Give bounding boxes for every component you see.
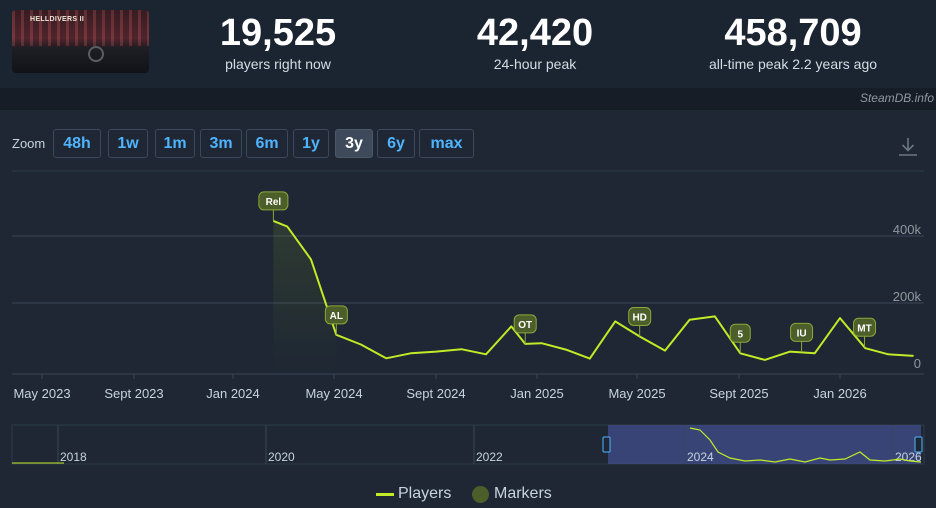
y-tick-label: 0 bbox=[914, 356, 921, 371]
navigator-window[interactable] bbox=[608, 425, 921, 464]
navigator-tick-label: 2024 bbox=[687, 450, 714, 464]
range-navigator: 2018 2020 2022 2024 2026 bbox=[11, 424, 925, 465]
peak-24h-value: 42,420 bbox=[476, 12, 594, 54]
x-tick-label: Jan 2025 bbox=[510, 386, 564, 401]
marker-label: 5 bbox=[737, 329, 743, 340]
all-time-peak-stat: 458,709 all-time peak 2.2 years ago bbox=[693, 12, 893, 72]
players-legend-swatch bbox=[376, 492, 394, 496]
game-cover-image[interactable]: HELLDIVERS II bbox=[12, 10, 149, 73]
all-time-peak-label: all-time peak 2.2 years ago bbox=[708, 56, 878, 72]
navigator-tick-label: 2018 bbox=[60, 450, 87, 464]
legend-markers[interactable]: Markers bbox=[472, 484, 552, 504]
x-tick-label: Sept 2024 bbox=[406, 386, 465, 401]
zoom-6m-button[interactable]: 6m bbox=[246, 129, 288, 158]
marker-rel[interactable]: Rel bbox=[258, 191, 289, 221]
zoom-6y-button[interactable]: 6y bbox=[377, 129, 415, 158]
players-series-line bbox=[273, 219, 914, 361]
legend-markers-label: Markers bbox=[494, 485, 552, 502]
zoom-48h-button[interactable]: 48h bbox=[53, 129, 101, 158]
cover-art bbox=[12, 10, 149, 46]
navigator-series-line bbox=[689, 427, 922, 463]
header-bar: HELLDIVERS II 19,525 players right now 4… bbox=[0, 0, 936, 88]
peak-24h-label: 24-hour peak bbox=[493, 56, 577, 72]
players-now-label: players right now bbox=[225, 56, 331, 72]
navigator-left-handle[interactable] bbox=[602, 436, 611, 453]
navigator-tick-label: 2026 bbox=[895, 450, 922, 464]
steamdb-credit[interactable]: SteamDB.info bbox=[859, 91, 934, 105]
y-axis-ticks: 0 200k 400k bbox=[893, 222, 922, 371]
event-markers: Rel AL OT HD 5 IU MT bbox=[258, 191, 877, 354]
marker-label: Rel bbox=[266, 197, 282, 208]
x-tick-label: May 2023 bbox=[13, 386, 70, 401]
x-tick-label: Jan 2024 bbox=[206, 386, 260, 401]
markers-legend-swatch bbox=[472, 485, 489, 503]
grid-lines bbox=[12, 170, 924, 379]
game-logo: HELLDIVERS II bbox=[30, 16, 85, 23]
navigator-tick-label: 2022 bbox=[476, 450, 503, 464]
players-now-stat: 19,525 players right now bbox=[208, 12, 348, 72]
zoom-3m-button[interactable]: 3m bbox=[200, 129, 242, 158]
all-time-peak-value: 458,709 bbox=[724, 12, 862, 54]
marker-label: AL bbox=[330, 311, 343, 322]
x-tick-label: Sept 2025 bbox=[709, 386, 768, 401]
y-tick-label: 200k bbox=[893, 289, 922, 304]
marker-ot[interactable]: OT bbox=[513, 314, 537, 344]
x-axis-ticks: May 2023 Sept 2023 Jan 2024 May 2024 Sept 20… bbox=[13, 386, 866, 401]
marker-label: HD bbox=[632, 313, 646, 324]
legend-players-label: Players bbox=[398, 485, 452, 502]
marker-5[interactable]: 5 bbox=[729, 323, 751, 354]
download-icon[interactable] bbox=[897, 136, 919, 158]
legend-players[interactable]: Players bbox=[376, 484, 451, 504]
navigator-tick-label: 2020 bbox=[268, 450, 295, 464]
x-tick-label: May 2025 bbox=[608, 386, 665, 401]
zoom-1w-button[interactable]: 1w bbox=[108, 129, 148, 158]
marker-iu[interactable]: IU bbox=[790, 322, 814, 353]
navigator-right-handle[interactable] bbox=[914, 436, 923, 453]
zoom-1y-button[interactable]: 1y bbox=[293, 129, 329, 158]
marker-label: IU bbox=[797, 328, 807, 339]
marker-label: MT bbox=[857, 323, 871, 334]
marker-label: OT bbox=[518, 320, 532, 331]
zoom-1m-button[interactable]: 1m bbox=[155, 129, 195, 158]
marker-hd[interactable]: HD bbox=[628, 307, 652, 337]
zoom-max-button[interactable]: max bbox=[419, 129, 474, 158]
peak-24h-stat: 42,420 24-hour peak bbox=[460, 12, 610, 72]
players-now-value: 19,525 bbox=[219, 12, 337, 54]
x-tick-label: Sept 2023 bbox=[104, 386, 163, 401]
players-area bbox=[273, 220, 337, 374]
emblem-icon bbox=[88, 46, 104, 62]
zoom-label: Zoom bbox=[12, 136, 46, 151]
y-tick-label: 400k bbox=[893, 222, 922, 237]
zoom-3y-button[interactable]: 3y bbox=[335, 129, 373, 158]
marker-al[interactable]: AL bbox=[324, 305, 348, 335]
credit-bar: SteamDB.info bbox=[0, 88, 936, 110]
marker-mt[interactable]: MT bbox=[853, 317, 877, 348]
x-tick-label: May 2024 bbox=[305, 386, 362, 401]
x-tick-label: Jan 2026 bbox=[813, 386, 867, 401]
